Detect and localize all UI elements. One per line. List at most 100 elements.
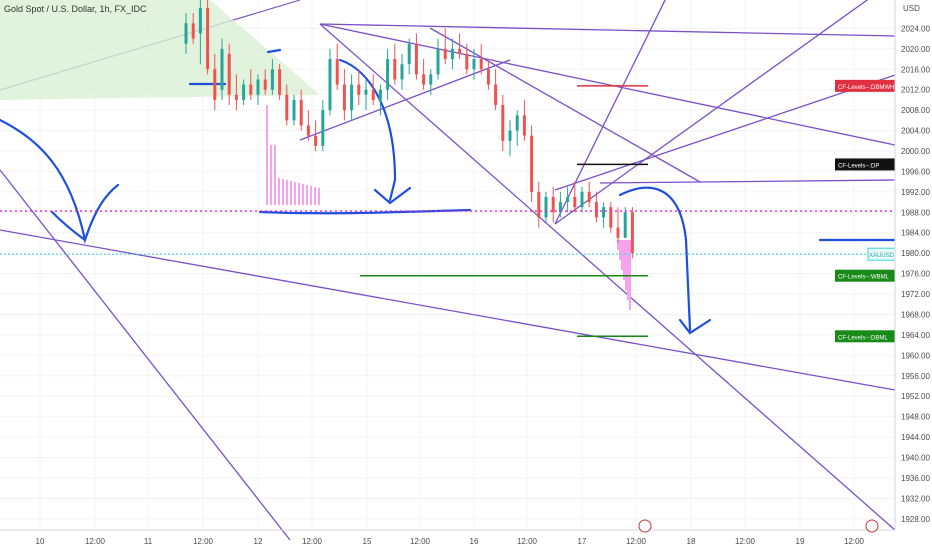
price-tick-label: 1936.00 xyxy=(901,474,930,483)
chart-title: Gold Spot / U.S. Dollar, 1h, FX_IDC xyxy=(4,4,147,14)
price-tick-label: 1996.00 xyxy=(901,167,930,176)
time-tick-label: 15 xyxy=(363,537,372,546)
price-tick-label: 1932.00 xyxy=(901,494,930,503)
price-tick-label: 1980.00 xyxy=(901,249,930,258)
candle-body xyxy=(393,59,397,80)
price-tick-label: 1940.00 xyxy=(901,454,930,463)
candle-body xyxy=(306,125,310,136)
price-tick-label: 2012.00 xyxy=(901,86,930,95)
trendline xyxy=(554,0,666,225)
time-tick-label: 12 xyxy=(254,537,263,546)
candle-body xyxy=(458,48,462,54)
price-tick-label: 1984.00 xyxy=(901,229,930,238)
candle-body xyxy=(321,110,325,146)
candle-body xyxy=(371,89,375,100)
candle-body xyxy=(486,69,490,85)
candle-body xyxy=(184,23,188,44)
candle-body xyxy=(537,191,541,218)
annotation-arrow xyxy=(338,58,397,202)
annotation-arrow xyxy=(266,48,282,54)
price-tick-label: 1960.00 xyxy=(901,351,930,360)
time-tick-label: 16 xyxy=(470,537,479,546)
price-tick-label: 1964.00 xyxy=(901,331,930,340)
time-tick-label: 18 xyxy=(687,537,696,546)
price-tick-label: 1948.00 xyxy=(901,413,930,422)
symbol-name: XAUUSD xyxy=(869,253,895,259)
time-tick-label: 11 xyxy=(144,537,153,546)
level-name: CF-Levels--:DBML xyxy=(838,335,888,341)
trendline xyxy=(599,179,896,184)
candle-body xyxy=(609,207,613,228)
event-flag-icon xyxy=(638,519,652,533)
time-tick-label: 12:00 xyxy=(85,537,106,546)
price-tick-label: 1988.00 xyxy=(901,208,930,217)
candle-body xyxy=(508,130,512,141)
candle-body xyxy=(213,69,217,100)
price-tick-label: 1952.00 xyxy=(901,392,930,401)
candle-body xyxy=(630,212,634,254)
price-tick-label: 2008.00 xyxy=(901,106,930,115)
price-tick-label: 2024.00 xyxy=(901,24,930,33)
candle-body xyxy=(206,7,210,70)
candle-body xyxy=(407,43,411,65)
time-tick-label: 12:00 xyxy=(193,537,214,546)
candle-body xyxy=(285,94,289,121)
candle-body xyxy=(443,48,447,60)
level-name-tag xyxy=(835,158,895,171)
candle-body xyxy=(551,196,555,213)
price-tick-label: 2004.00 xyxy=(901,127,930,136)
price-axis-bg xyxy=(895,0,932,550)
drawings xyxy=(0,0,897,541)
time-axis[interactable]: 10 12:00 11 12:00 12 12:00 15 12:00 16 12:00 17 12:… xyxy=(0,519,895,546)
time-tick-label: 12:00 xyxy=(517,537,538,546)
annotation-arrow xyxy=(0,118,120,245)
annotation-arrow xyxy=(50,210,87,242)
trendline xyxy=(0,169,291,541)
level-name-tag xyxy=(835,330,895,343)
candle-body xyxy=(566,196,570,203)
candle-body xyxy=(580,191,584,208)
level-name-tag xyxy=(835,79,895,92)
candle-body xyxy=(594,202,598,218)
candle-body xyxy=(501,105,505,141)
trendline xyxy=(299,59,511,141)
candle-body xyxy=(544,196,548,218)
candle-body xyxy=(242,84,246,100)
trendline xyxy=(0,229,896,391)
price-tick-label: 2020.00 xyxy=(901,45,930,54)
price-axis[interactable]: 2024.00 2020.00 2016.00 2012.00 2008.00 2004.… xyxy=(894,0,932,550)
candle-body xyxy=(450,48,454,60)
candle-body xyxy=(342,84,346,111)
trendline xyxy=(319,23,896,531)
candle-body xyxy=(616,227,620,238)
candle-body xyxy=(350,84,354,111)
time-tick-label: 12:00 xyxy=(302,537,323,546)
level-name-tag xyxy=(835,269,895,282)
price-tick-label: 2016.00 xyxy=(901,65,930,74)
candle-body xyxy=(270,69,274,90)
annotation-arrow xyxy=(618,186,692,332)
candle-body xyxy=(227,53,231,95)
candle-body xyxy=(234,94,238,100)
annotation-arrow xyxy=(678,318,712,335)
trendline xyxy=(319,23,896,37)
candle-body xyxy=(400,64,404,80)
candle-body xyxy=(364,89,368,95)
candle-body xyxy=(522,115,526,136)
shaded-zone xyxy=(0,0,320,100)
candle-body xyxy=(472,59,476,70)
time-tick-label: 17 xyxy=(578,537,587,546)
candle-body xyxy=(263,79,267,90)
candle-body xyxy=(278,69,282,95)
price-tick-label: 1956.00 xyxy=(901,372,930,381)
candle-body xyxy=(530,135,534,192)
candle-body xyxy=(479,59,483,70)
level-name: CF-Levels--:DBMWH xyxy=(838,85,894,91)
candle-body xyxy=(357,84,361,95)
candle-body xyxy=(299,99,303,126)
candle-body xyxy=(422,74,426,85)
price-tick-label: 1992.00 xyxy=(901,188,930,197)
candle-body xyxy=(314,135,318,146)
candle-body xyxy=(573,196,577,208)
